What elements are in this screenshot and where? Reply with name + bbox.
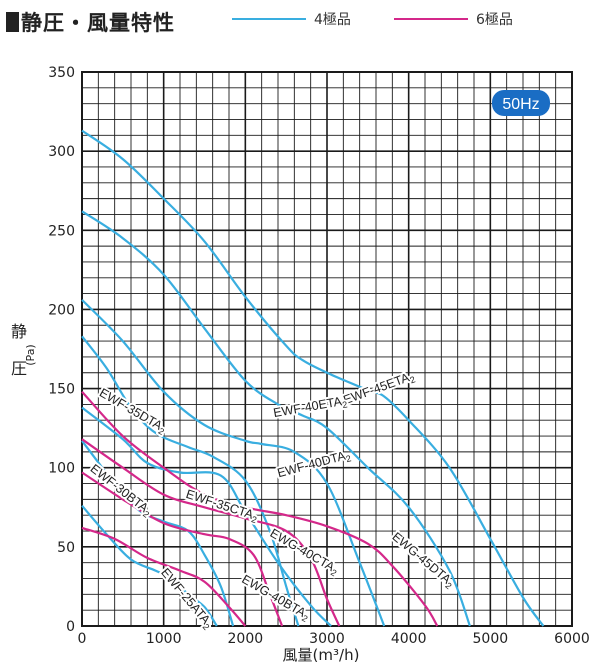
y-tick-label: 100 <box>48 461 75 477</box>
series-line-ewg-45dta2 <box>81 390 439 627</box>
series-line-ewg-30ata2 <box>81 526 247 627</box>
y-tick-label: 150 <box>48 382 75 398</box>
curve-label-main: EWF-40DTA <box>276 449 348 481</box>
chart-header: 静圧・風量特性 <box>6 4 175 40</box>
curve-label-text: EWF-40DTA2 <box>276 447 353 482</box>
badge-text: 50Hz <box>502 96 539 113</box>
x-tick-label: 5000 <box>473 631 509 647</box>
x-tick-label: 1000 <box>146 631 182 647</box>
x-tick-label: 4000 <box>391 631 427 647</box>
curve-label-subscript: 2 <box>443 580 453 591</box>
ylabel-char-1: 静 <box>11 322 27 341</box>
series-line-ewf-35cta2 <box>81 406 332 627</box>
curve-label-text: EWF-25ATA2 <box>157 566 216 632</box>
curve-label-subscript: 2 <box>250 514 258 525</box>
legend-item-6pole: 6極品 <box>394 9 513 29</box>
curve-label-text: EWF-35CTA2 <box>184 487 260 525</box>
curve-label-text: EWF-30BTA2 <box>86 461 154 519</box>
series-line-ewf-40dta2 <box>81 299 386 627</box>
series-line-ewg-40bta2 <box>81 471 284 627</box>
curve-label-main: EWF-30BTA <box>88 461 152 515</box>
y-tick-label: 200 <box>48 302 75 318</box>
chart-grid <box>81 71 573 627</box>
y-tick-label: 50 <box>57 540 75 556</box>
x-tick-label: 6000 <box>554 631 590 647</box>
x-tick-label: 2000 <box>228 631 264 647</box>
series-line-ewf-40eta2 <box>81 210 471 627</box>
curve-label-subscript: 2 <box>409 374 417 385</box>
chart-title: 静圧・風量特性 <box>21 11 175 35</box>
title-square-icon <box>6 12 19 32</box>
curve-label-text: EWF-35DTA2 <box>96 386 169 437</box>
curve-label-main: EWG-40BTA <box>239 572 308 620</box>
legend-swatch-6pole <box>394 18 468 20</box>
x-tick-label: 0 <box>78 631 87 647</box>
curve-label-subscript: 2 <box>300 613 309 624</box>
chart-axes: 0 1000 2000 3000 4000 5000 6000050100150200250… <box>48 65 590 647</box>
y-tick-label: 300 <box>48 144 75 160</box>
chart-series <box>81 129 545 627</box>
series-line-ewf-35dta2 <box>81 335 300 627</box>
xlabel: 風量(m³/h) <box>283 646 360 664</box>
curve-label-subscript: 2 <box>250 514 258 525</box>
series-line-ewf-45eta2 <box>81 129 545 627</box>
frequency-badge: 50Hz <box>492 90 550 116</box>
x-tick-label: 3000 <box>309 631 345 647</box>
curve-label-subscript: 2 <box>329 567 338 578</box>
curve-label-subscript: 2 <box>345 453 352 464</box>
legend-label-6pole: 6極品 <box>476 12 513 28</box>
ylabel-char-2: 圧 <box>11 359 27 378</box>
ylabel-unit: (Pa) <box>24 344 37 365</box>
y-tick-label: 350 <box>48 65 75 81</box>
curve-label-subscript: 2 <box>201 622 212 632</box>
legend-item-4pole: 4極品 <box>232 9 351 29</box>
legend-label-4pole: 4極品 <box>314 12 351 28</box>
curve-label-main: EWF-25ATA <box>158 566 213 628</box>
curve-label-subscript: 2 <box>157 426 166 437</box>
plot-frame <box>81 71 573 627</box>
curve-label-text: EWG-45DTA2 <box>388 530 457 592</box>
y-tick-label: 250 <box>48 223 75 239</box>
series-line-ewg-40cta2 <box>81 438 341 627</box>
curve-label-subscript: 2 <box>341 399 348 410</box>
curve-label-text: EWG-40BTA2 <box>238 572 312 624</box>
series-line-ewf-30bta2 <box>81 440 235 627</box>
y-tick-label: 0 <box>66 619 75 635</box>
curve-label-subscript: 2 <box>141 509 151 520</box>
legend-swatch-4pole <box>232 18 306 20</box>
curve-label-subscript: 2 <box>341 399 348 410</box>
curve-label-main: EWF-40ETA <box>272 394 343 420</box>
curve-label-subscript: 2 <box>345 453 352 464</box>
